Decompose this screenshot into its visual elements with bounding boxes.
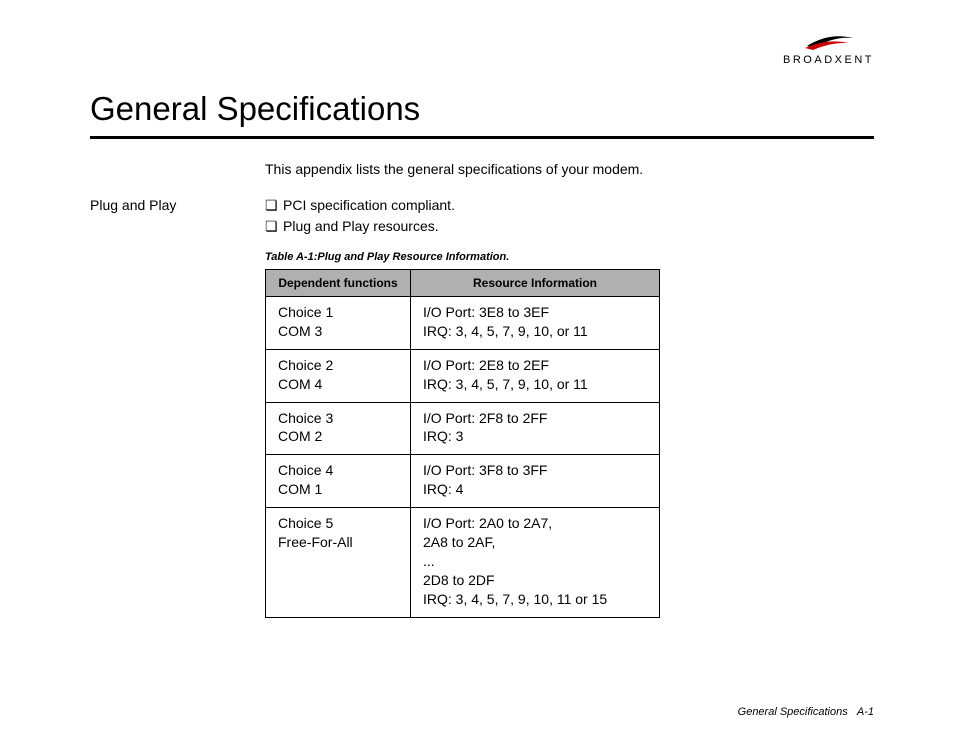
page-footer: General Specifications A-1: [738, 706, 874, 718]
table-row: Choice 2 COM 4I/O Port: 2E8 to 2EF IRQ: …: [266, 349, 660, 402]
list-item: ❏ Plug and Play resources.: [265, 216, 874, 237]
bullet-text: PCI specification compliant.: [283, 195, 455, 216]
cell-dependent: Choice 1 COM 3: [266, 297, 411, 350]
page-title: General Specifications: [90, 90, 874, 128]
cell-resource: I/O Port: 3E8 to 3EF IRQ: 3, 4, 5, 7, 9,…: [411, 297, 660, 350]
footer-page: A-1: [857, 706, 874, 718]
table-row: Choice 5 Free-For-AllI/O Port: 2A0 to 2A…: [266, 508, 660, 617]
title-rule: [90, 136, 874, 139]
spec-table: Dependent functions Resource Information…: [265, 269, 660, 618]
col-header: Resource Information: [411, 270, 660, 297]
bullet-icon: ❏: [265, 195, 283, 216]
cell-resource: I/O Port: 2F8 to 2FF IRQ: 3: [411, 402, 660, 455]
cell-dependent: Choice 5 Free-For-All: [266, 508, 411, 617]
brand-logo: BROADXENT: [783, 28, 874, 66]
footer-title: General Specifications: [738, 706, 848, 718]
brand-name: BROADXENT: [783, 54, 874, 66]
table-row: Choice 3 COM 2I/O Port: 2F8 to 2FF IRQ: …: [266, 402, 660, 455]
table-row: Choice 1 COM 3I/O Port: 3E8 to 3EF IRQ: …: [266, 297, 660, 350]
intro-text: This appendix lists the general specific…: [265, 161, 874, 177]
cell-dependent: Choice 4 COM 1: [266, 455, 411, 508]
list-item: ❏ PCI specification compliant.: [265, 195, 874, 216]
table-caption: Table A-1:Plug and Play Resource Informa…: [265, 251, 874, 263]
section-label: Plug and Play: [90, 161, 265, 618]
cell-resource: I/O Port: 3F8 to 3FF IRQ: 4: [411, 455, 660, 508]
cell-dependent: Choice 2 COM 4: [266, 349, 411, 402]
bullet-list: ❏ PCI specification compliant. ❏ Plug an…: [265, 195, 874, 237]
cell-resource: I/O Port: 2A0 to 2A7, 2A8 to 2AF, ... 2D…: [411, 508, 660, 617]
col-header: Dependent functions: [266, 270, 411, 297]
bullet-text: Plug and Play resources.: [283, 216, 439, 237]
table-row: Choice 4 COM 1I/O Port: 3F8 to 3FF IRQ: …: [266, 455, 660, 508]
bullet-icon: ❏: [265, 216, 283, 237]
logo-swoosh-icon: [799, 28, 859, 52]
cell-dependent: Choice 3 COM 2: [266, 402, 411, 455]
cell-resource: I/O Port: 2E8 to 2EF IRQ: 3, 4, 5, 7, 9,…: [411, 349, 660, 402]
